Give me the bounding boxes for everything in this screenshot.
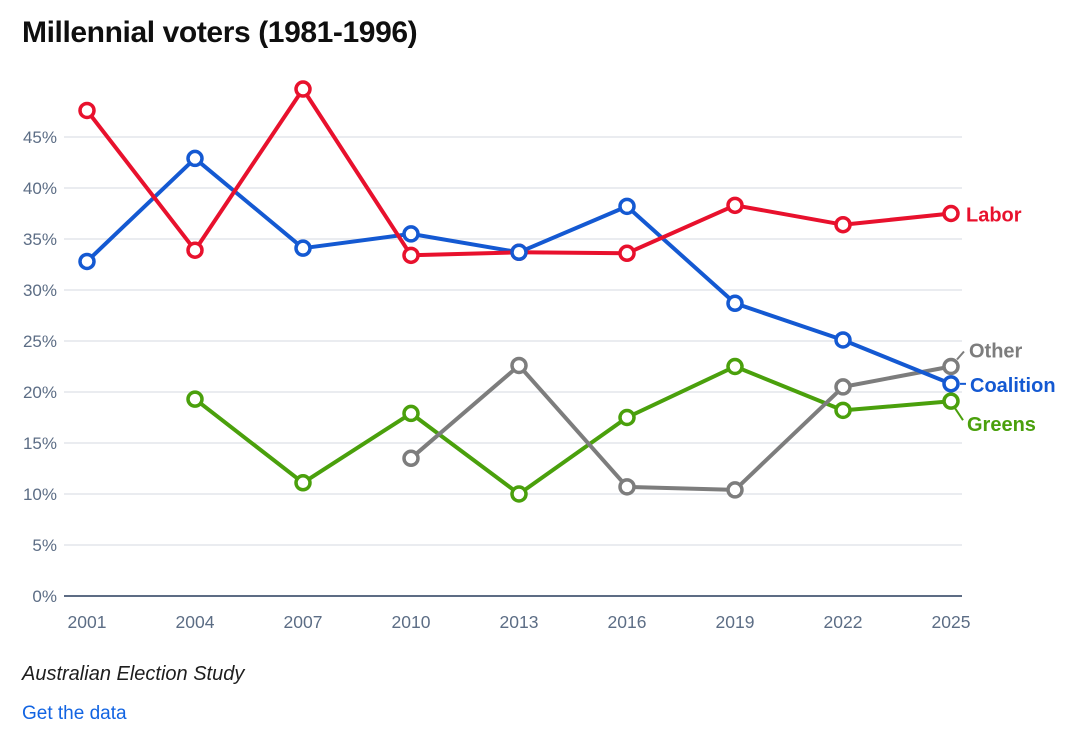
- y-tick-label: 40%: [23, 179, 57, 198]
- data-point-other: [726, 481, 744, 499]
- data-point-labor: [834, 215, 852, 234]
- source-text: Australian Election Study: [22, 663, 245, 685]
- data-point-other: [510, 356, 528, 375]
- chart-title: Millennial voters (1981-1996): [22, 16, 418, 49]
- series-line-other: [409, 363, 953, 492]
- data-point-labor: [618, 244, 636, 263]
- data-point-greens: [186, 390, 204, 408]
- series-label-labor: Labor: [966, 205, 1022, 227]
- x-tick-label: 2025: [932, 612, 971, 632]
- data-point-greens: [402, 404, 420, 423]
- x-tick-label: 2004: [176, 612, 215, 632]
- x-tick-label: 2010: [392, 612, 431, 632]
- data-point-labor: [942, 204, 960, 223]
- series-label-greens: Greens: [967, 414, 1036, 436]
- y-tick-label: 5%: [32, 536, 57, 555]
- get-the-data-link[interactable]: Get the data: [22, 703, 127, 724]
- series-line-labor: [85, 87, 953, 258]
- data-point-other: [618, 478, 636, 496]
- data-point-coalition: [510, 243, 528, 262]
- data-point-labor: [402, 246, 420, 265]
- data-point-coalition: [726, 294, 744, 313]
- data-point-coalition: [78, 252, 96, 271]
- y-tick-label: 15%: [23, 434, 57, 453]
- data-point-coalition: [186, 149, 204, 168]
- data-point-other: [834, 378, 852, 396]
- data-point-greens: [294, 474, 312, 492]
- data-point-other: [942, 357, 960, 376]
- data-point-greens: [510, 485, 528, 503]
- data-point-other: [402, 449, 420, 468]
- x-tick-label: 2019: [716, 612, 755, 632]
- data-point-greens: [834, 401, 852, 420]
- x-tick-label: 2013: [500, 612, 539, 632]
- data-point-coalition: [942, 375, 960, 393]
- series-line-coalition: [85, 156, 953, 386]
- data-point-greens: [726, 357, 744, 376]
- series-label-connector-other: [956, 350, 965, 361]
- data-point-labor: [186, 241, 204, 259]
- data-point-coalition: [294, 239, 312, 257]
- series-label-other: Other: [969, 341, 1023, 363]
- x-tick-label: 2022: [824, 612, 863, 632]
- y-tick-label: 0%: [32, 587, 57, 606]
- y-tick-label: 25%: [23, 332, 57, 351]
- data-point-coalition: [618, 197, 636, 216]
- y-tick-label: 20%: [23, 383, 57, 402]
- y-tick-label: 10%: [23, 485, 57, 504]
- y-tick-label: 30%: [23, 281, 57, 300]
- series-label-connector-greens: [954, 407, 964, 421]
- data-point-greens: [942, 392, 960, 410]
- y-tick-label: 35%: [23, 230, 57, 249]
- data-point-coalition: [834, 331, 852, 349]
- data-point-labor: [294, 80, 312, 98]
- data-point-coalition: [402, 225, 420, 243]
- x-tick-label: 2001: [68, 612, 107, 632]
- data-point-labor: [78, 101, 96, 120]
- y-tick-label: 45%: [23, 128, 57, 147]
- x-tick-label: 2007: [284, 612, 323, 632]
- series-label-coalition: Coalition: [970, 375, 1056, 397]
- data-point-greens: [618, 408, 636, 427]
- x-tick-label: 2016: [608, 612, 647, 632]
- data-point-labor: [726, 196, 744, 215]
